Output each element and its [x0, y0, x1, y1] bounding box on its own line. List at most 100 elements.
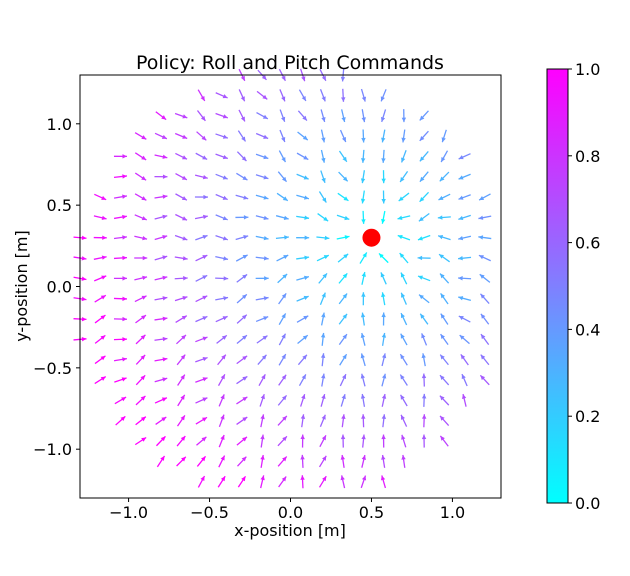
arrow-head: [344, 215, 350, 221]
quiver-arrow: [279, 129, 286, 143]
quiver-arrow: [440, 313, 449, 325]
arrow-head: [342, 273, 348, 279]
arrow-head: [283, 255, 289, 260]
quiver-arrow: [361, 434, 366, 448]
arrow-head: [260, 475, 265, 481]
arrow-head: [242, 436, 247, 442]
arrow-head: [342, 293, 348, 299]
arrow-head: [301, 95, 306, 101]
quiver-arrow: [176, 435, 186, 447]
colorbar-ticks: 1.0 0.8 0.6 0.4 0.2 0.0: [568, 60, 600, 513]
arrow-head: [302, 354, 307, 360]
quiver-arrow: [361, 414, 366, 428]
arrow-head: [242, 376, 248, 381]
arrow-head: [180, 354, 186, 360]
arrow-head: [243, 215, 249, 220]
arrow-head: [361, 292, 366, 297]
arrow-head: [122, 255, 127, 261]
arrow-head: [200, 115, 206, 121]
arrow-head: [202, 155, 208, 160]
arrow-head: [400, 333, 405, 339]
quiver-arrow: [174, 132, 188, 140]
quiver-arrow: [175, 315, 188, 323]
arrow-head: [100, 355, 106, 361]
arrow-head: [220, 455, 225, 461]
quiver-arrow: [94, 355, 106, 365]
arrow-head: [321, 137, 326, 143]
quiver-arrow: [317, 213, 329, 222]
quiver-arrow: [277, 435, 288, 447]
quiver-arrow: [114, 396, 127, 405]
arrow-head: [341, 394, 346, 400]
quiver-arrow: [195, 274, 208, 282]
quiver-arrow: [320, 312, 326, 326]
quiver-arrow: [320, 170, 326, 184]
arrow-head: [342, 334, 347, 340]
arrow-head: [361, 219, 366, 224]
y-axis-ticks: 1.0 0.5 0.0 −0.5 −1.0: [33, 115, 80, 459]
arrow-head: [220, 374, 225, 380]
arrow-head: [263, 134, 269, 139]
arrow-head: [380, 475, 386, 481]
arrow-head: [419, 136, 425, 141]
quiver-arrow: [113, 194, 127, 199]
arrow-head: [202, 417, 208, 422]
quiver-arrow: [174, 276, 188, 281]
quiver-arrow: [381, 210, 386, 224]
arrow-head: [264, 276, 269, 281]
arrow-head: [240, 96, 245, 102]
arrow-head: [162, 377, 168, 382]
arrow-head: [161, 417, 167, 422]
arrow-layer: [73, 68, 492, 489]
quiver-arrow: [360, 353, 366, 367]
arrow-head: [141, 155, 147, 160]
arrow-head: [381, 158, 386, 163]
arrow-head: [221, 354, 226, 360]
quiver-arrow: [255, 235, 269, 241]
quiver-arrow: [338, 293, 348, 305]
quiver-arrow: [255, 296, 269, 301]
arrow-head: [381, 373, 387, 379]
quiver-arrow: [438, 253, 451, 263]
quiver-arrow: [381, 353, 387, 367]
arrow-head: [458, 276, 463, 281]
arrow-head: [340, 475, 345, 481]
arrow-head: [162, 296, 168, 301]
quiver-arrow: [113, 154, 127, 159]
arrow-head: [242, 274, 248, 279]
arrow-head: [180, 374, 185, 380]
arrow-head: [100, 376, 106, 381]
quiver-arrow: [154, 377, 168, 383]
arrow-head: [242, 417, 248, 422]
arrow-head: [400, 394, 405, 400]
arrow-head: [304, 255, 310, 260]
arrow-head: [322, 455, 327, 461]
quiver-arrow: [336, 214, 350, 221]
arrow-head: [263, 235, 269, 241]
arrow-head: [417, 236, 423, 241]
quiver-arrow: [418, 294, 430, 304]
arrow-head: [380, 96, 385, 102]
quiver-arrow: [236, 375, 248, 385]
arrow-head: [381, 454, 386, 460]
arrow-head: [421, 393, 427, 399]
quiver-arrow: [255, 174, 269, 180]
arrow-head: [321, 312, 326, 318]
arrow-head: [161, 115, 167, 120]
arrow-head: [440, 334, 445, 340]
quiver-arrow: [300, 454, 305, 468]
arrow-head: [381, 137, 386, 143]
arrow-head: [321, 435, 326, 441]
quiver-arrow: [154, 174, 168, 179]
quiver-arrow: [340, 475, 346, 489]
arrow-head: [122, 276, 127, 281]
arrow-head: [181, 456, 186, 462]
arrow-head: [341, 136, 346, 142]
quiver-arrow: [94, 193, 107, 201]
quiver-arrow: [154, 336, 168, 342]
arrow-head: [418, 216, 424, 222]
arrow-head: [321, 292, 326, 298]
arrow-head: [81, 235, 87, 241]
arrow-head: [381, 353, 387, 359]
